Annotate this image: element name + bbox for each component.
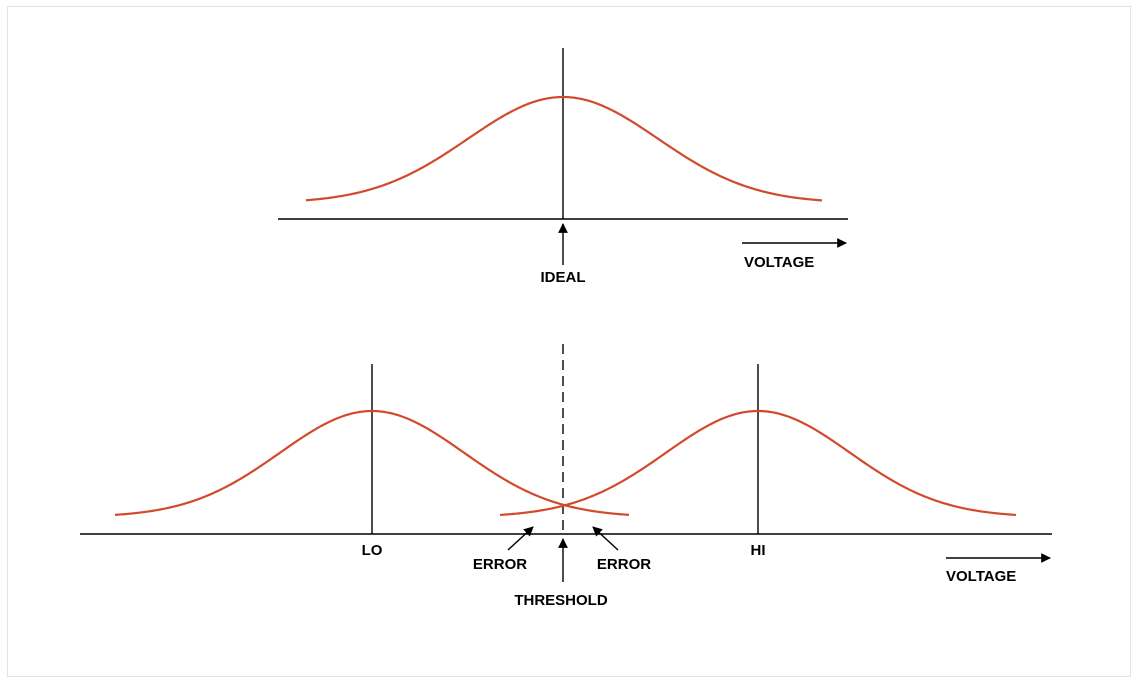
lo-distribution-curve [114, 409, 630, 516]
bottom-voltage-label: VOLTAGE [946, 568, 1016, 585]
error-right-label: ERROR [597, 556, 651, 573]
top-voltage-label: VOLTAGE [744, 254, 814, 271]
error-right-arrow [592, 526, 619, 551]
error-left-arrow [507, 526, 534, 551]
hi-distribution-curve [499, 409, 1017, 517]
diagram-frame [7, 6, 1131, 677]
top-panel: IDEAL VOLTAGE [278, 48, 848, 286]
hi-label: HI [751, 542, 766, 559]
ideal-label: IDEAL [541, 269, 586, 286]
error-left-label: ERROR [473, 556, 527, 573]
lo-label: LO [362, 542, 383, 559]
bottom-panel: LO HI ERROR ERROR THRESHOLD VOLTAGE [80, 344, 1052, 609]
threshold-label: THRESHOLD [514, 592, 608, 609]
ideal-distribution-curve [305, 95, 823, 202]
